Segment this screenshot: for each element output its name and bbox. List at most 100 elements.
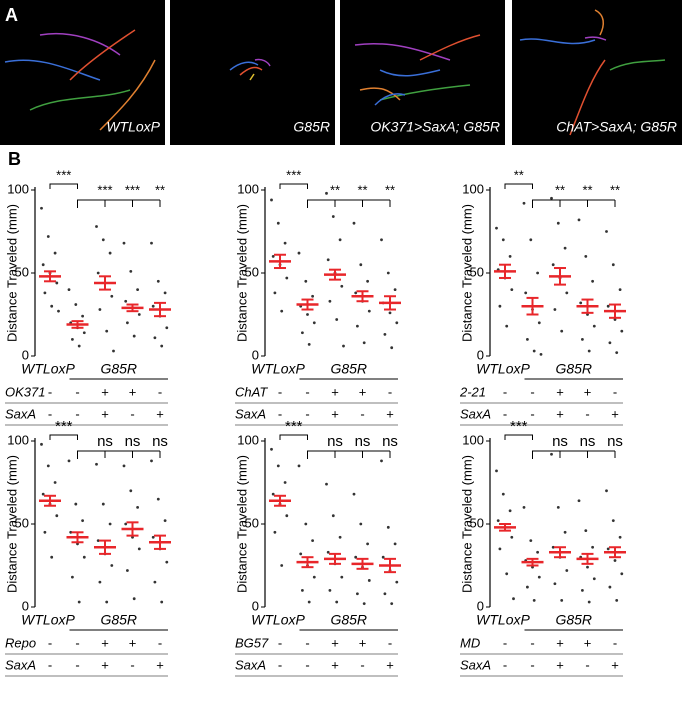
y-tick-label: 50 (470, 264, 484, 279)
data-point (328, 589, 332, 592)
group-label: WTLoxP (476, 612, 530, 628)
condition-mark: - (503, 635, 507, 650)
sig-label: *** (285, 418, 303, 435)
data-point (565, 291, 569, 295)
y-tick-label: 50 (245, 515, 259, 530)
condition-mark: + (101, 657, 109, 672)
condition-mark: - (388, 384, 392, 399)
trajectory (379, 84, 471, 101)
data-point (526, 338, 529, 341)
data-point (285, 514, 289, 518)
y-tick-label: 100 (237, 432, 259, 447)
data-point (338, 238, 342, 242)
data-point (592, 577, 596, 581)
trajectory (229, 61, 259, 71)
data-point (325, 191, 328, 195)
condition-name: OK371 (5, 384, 45, 399)
y-axis-label: Distance Traveled (mm) (459, 204, 474, 342)
data-point (160, 600, 164, 604)
image-frame (340, 0, 505, 145)
data-point (69, 530, 73, 534)
condition-mark: - (158, 635, 162, 650)
data-point (586, 565, 589, 569)
data-point (388, 311, 392, 315)
data-point (98, 308, 102, 311)
condition-mark: - (360, 657, 364, 672)
data-point (498, 547, 502, 551)
panel-label: B (8, 149, 21, 169)
trajectory (239, 66, 263, 76)
sig-label: *** (55, 418, 73, 435)
trajectory (249, 73, 255, 81)
condition-mark: + (331, 384, 339, 399)
condition-name: SaxA (460, 406, 491, 421)
condition-name: 2-21 (459, 384, 486, 399)
data-point (611, 519, 615, 523)
condition-mark: + (129, 635, 137, 650)
trajectory (99, 59, 156, 131)
data-point (150, 459, 153, 463)
data-point (271, 255, 275, 258)
sig-label: ** (610, 182, 620, 197)
data-point (43, 291, 47, 295)
data-point (299, 552, 303, 556)
condition-mark: - (48, 406, 52, 421)
sig-label: ns (327, 433, 343, 450)
data-point (553, 308, 557, 311)
data-point (132, 597, 136, 601)
data-point (105, 600, 109, 604)
data-point (165, 326, 169, 330)
condition-mark: + (584, 384, 592, 399)
data-point (108, 251, 112, 255)
data-point (529, 238, 533, 242)
data-point (529, 539, 533, 542)
y-axis-label: Distance Traveled (mm) (234, 455, 249, 593)
y-tick-label: 50 (470, 515, 484, 530)
data-point (124, 299, 128, 303)
data-point (606, 547, 610, 551)
data-point (297, 251, 301, 255)
data-point (608, 585, 612, 589)
group-label: WTLoxP (21, 612, 75, 628)
data-point (81, 314, 84, 318)
data-point (165, 560, 169, 564)
trajectory (69, 29, 136, 81)
condition-mark: - (530, 406, 534, 421)
data-point (307, 342, 311, 346)
data-point (304, 522, 308, 526)
data-point (96, 539, 100, 542)
data-point (71, 575, 74, 579)
image-frame (170, 0, 335, 145)
data-point (618, 288, 622, 291)
group-label: G85R (555, 612, 592, 628)
data-point (156, 279, 160, 283)
data-point (271, 492, 275, 496)
group-label: G85R (330, 612, 367, 628)
trajectory (594, 9, 605, 36)
data-point (524, 291, 528, 295)
data-point (151, 535, 155, 539)
y-axis-label: Distance Traveled (mm) (4, 204, 19, 342)
condition-mark: - (130, 406, 134, 421)
sig-bracket (49, 434, 78, 440)
data-point (563, 530, 567, 534)
condition-mark: - (278, 406, 282, 421)
condition-mark: + (611, 406, 619, 421)
condition-mark: + (584, 635, 592, 650)
sig-bracket (77, 199, 160, 208)
data-point (615, 598, 619, 602)
data-point (311, 294, 314, 298)
sig-label: ** (555, 182, 565, 197)
condition-mark: + (556, 635, 564, 650)
data-point (98, 580, 102, 584)
condition-mark: - (48, 635, 52, 650)
condition-mark: - (48, 657, 52, 672)
data-point (537, 575, 541, 579)
data-point (380, 459, 383, 463)
image-label: OK371>SaxA; G85R (370, 119, 500, 135)
trajectory (29, 89, 131, 111)
group-label: G85R (100, 361, 137, 377)
data-point (40, 442, 43, 446)
condition-mark: - (278, 635, 282, 650)
